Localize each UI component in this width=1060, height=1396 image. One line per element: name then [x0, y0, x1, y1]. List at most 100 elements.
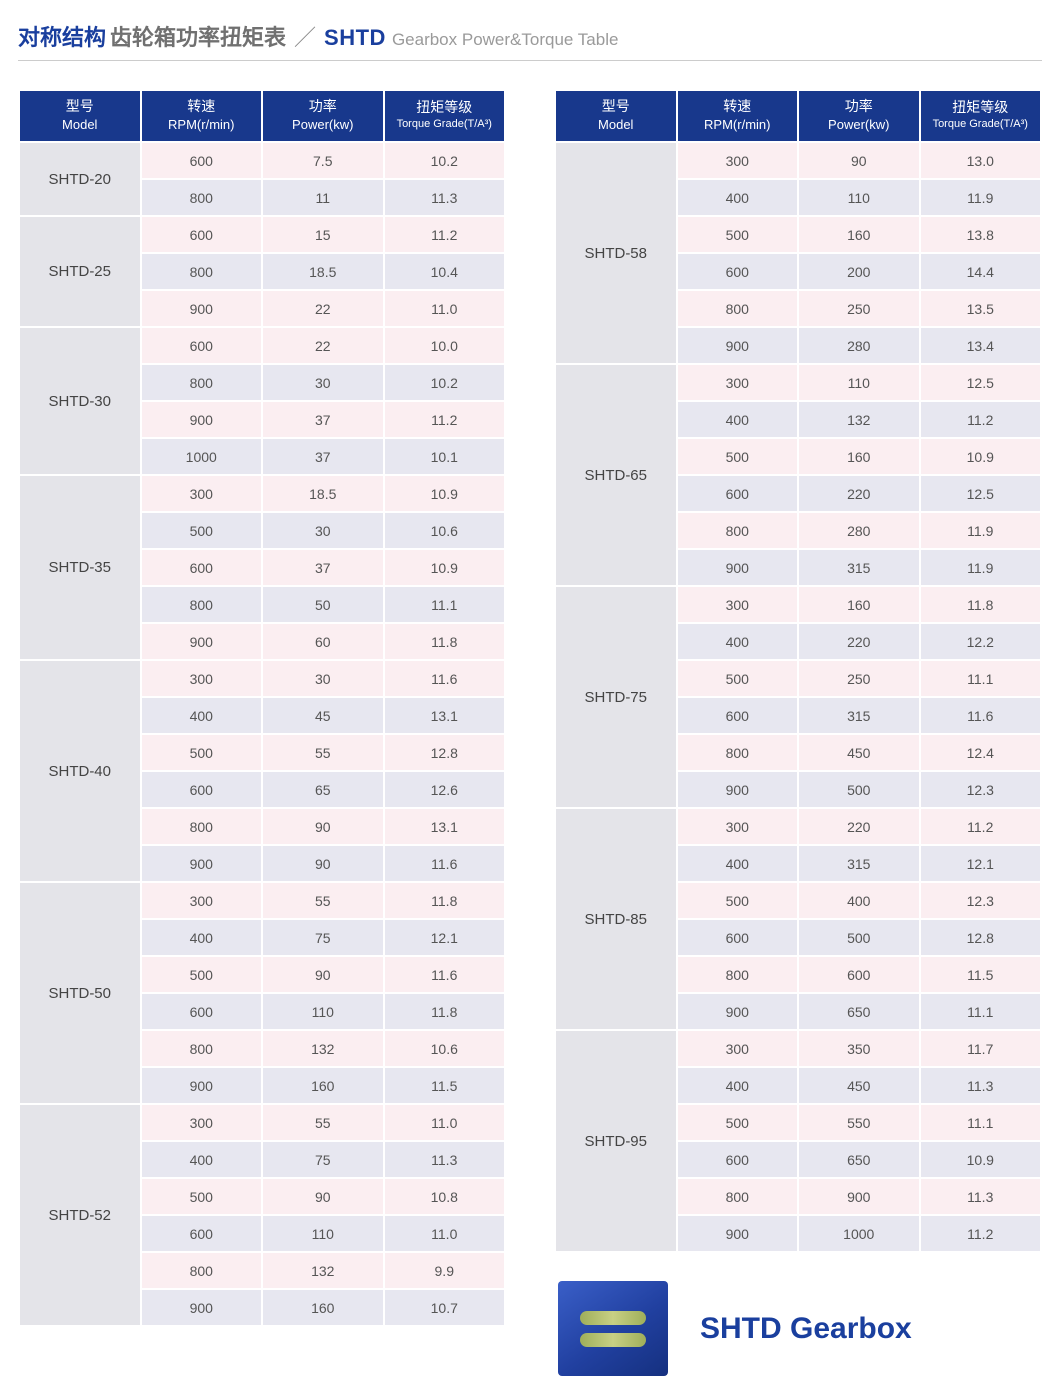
power-cell: 37 [263, 402, 383, 437]
table-row: SHTD-403003011.6 [20, 661, 504, 696]
rpm-cell: 400 [678, 1068, 798, 1103]
model-cell: SHTD-50 [20, 883, 140, 1103]
power-cell: 65 [263, 772, 383, 807]
torque-cell: 10.9 [921, 439, 1041, 474]
rpm-cell: 600 [142, 550, 262, 585]
torque-cell: 11.3 [921, 1179, 1041, 1214]
torque-cell: 11.9 [921, 180, 1041, 215]
torque-cell: 11.3 [385, 1142, 505, 1177]
rpm-cell: 500 [678, 217, 798, 252]
torque-cell: 10.6 [385, 1031, 505, 1066]
power-cell: 132 [263, 1253, 383, 1288]
power-cell: 50 [263, 587, 383, 622]
torque-cell: 9.9 [385, 1253, 505, 1288]
table-row: SHTD-306002210.0 [20, 328, 504, 363]
rpm-cell: 500 [142, 1179, 262, 1214]
model-cell: SHTD-25 [20, 217, 140, 326]
model-cell: SHTD-35 [20, 476, 140, 659]
power-cell: 75 [263, 920, 383, 955]
rpm-cell: 600 [142, 994, 262, 1029]
rpm-cell: 600 [142, 772, 262, 807]
power-cell: 160 [799, 439, 919, 474]
torque-cell: 11.5 [921, 957, 1041, 992]
power-cell: 60 [263, 624, 383, 659]
model-cell: SHTD-58 [556, 143, 676, 363]
power-cell: 160 [263, 1068, 383, 1103]
power-cell: 550 [799, 1105, 919, 1140]
torque-cell: 12.6 [385, 772, 505, 807]
gearbox-image [558, 1281, 668, 1376]
power-cell: 200 [799, 254, 919, 289]
power-cell: 1000 [799, 1216, 919, 1251]
torque-cell: 11.2 [921, 809, 1041, 844]
power-cell: 55 [263, 883, 383, 918]
rpm-cell: 600 [142, 1216, 262, 1251]
rpm-cell: 500 [142, 957, 262, 992]
power-cell: 30 [263, 513, 383, 548]
rpm-cell: 600 [678, 698, 798, 733]
torque-cell: 10.8 [385, 1179, 505, 1214]
power-cell: 55 [263, 735, 383, 770]
torque-cell: 10.6 [385, 513, 505, 548]
power-cell: 11 [263, 180, 383, 215]
model-cell: SHTD-75 [556, 587, 676, 807]
rpm-cell: 300 [142, 1105, 262, 1140]
power-cell: 900 [799, 1179, 919, 1214]
torque-cell: 11.3 [921, 1068, 1041, 1103]
power-cell: 110 [263, 1216, 383, 1251]
table-row: SHTD-7530016011.8 [556, 587, 1040, 622]
rpm-cell: 800 [678, 1179, 798, 1214]
torque-cell: 11.8 [385, 883, 505, 918]
rpm-cell: 600 [142, 143, 262, 178]
rpm-cell: 500 [678, 439, 798, 474]
power-cell: 600 [799, 957, 919, 992]
rpm-cell: 300 [142, 661, 262, 696]
torque-cell: 11.6 [385, 846, 505, 881]
col-model: 型号Model [556, 91, 676, 141]
power-cell: 315 [799, 550, 919, 585]
power-cell: 280 [799, 328, 919, 363]
title-en-gray: Gearbox Power&Torque Table [392, 30, 619, 50]
torque-cell: 11.6 [921, 698, 1041, 733]
table-row: SHTD-523005511.0 [20, 1105, 504, 1140]
rpm-cell: 900 [142, 624, 262, 659]
rpm-cell: 600 [142, 328, 262, 363]
torque-cell: 10.2 [385, 143, 505, 178]
power-cell: 90 [263, 846, 383, 881]
rpm-cell: 500 [678, 661, 798, 696]
power-cell: 450 [799, 735, 919, 770]
rpm-cell: 600 [678, 920, 798, 955]
torque-cell: 11.0 [385, 1216, 505, 1251]
rpm-cell: 800 [142, 1031, 262, 1066]
rpm-cell: 800 [142, 254, 262, 289]
model-cell: SHTD-65 [556, 365, 676, 585]
torque-cell: 11.2 [921, 402, 1041, 437]
rpm-cell: 900 [142, 291, 262, 326]
power-cell: 315 [799, 698, 919, 733]
model-cell: SHTD-20 [20, 143, 140, 215]
table-row: SHTD-206007.510.2 [20, 143, 504, 178]
rpm-cell: 800 [142, 587, 262, 622]
torque-cell: 11.9 [921, 513, 1041, 548]
rpm-cell: 500 [678, 883, 798, 918]
col-power: 功率Power(kw) [799, 91, 919, 141]
power-cell: 500 [799, 772, 919, 807]
rpm-cell: 600 [142, 217, 262, 252]
torque-cell: 12.5 [921, 476, 1041, 511]
torque-cell: 11.8 [921, 587, 1041, 622]
rpm-cell: 800 [142, 180, 262, 215]
torque-cell: 13.4 [921, 328, 1041, 363]
title-cn-blue: 对称结构 [18, 20, 106, 52]
power-cell: 110 [799, 365, 919, 400]
power-cell: 30 [263, 661, 383, 696]
rpm-cell: 300 [678, 1031, 798, 1066]
power-cell: 350 [799, 1031, 919, 1066]
rpm-cell: 500 [142, 735, 262, 770]
torque-cell: 13.8 [921, 217, 1041, 252]
table-row: SHTD-9530035011.7 [556, 1031, 1040, 1066]
rpm-cell: 600 [678, 254, 798, 289]
rpm-cell: 800 [142, 1253, 262, 1288]
model-cell: SHTD-30 [20, 328, 140, 474]
torque-cell: 11.1 [921, 1105, 1041, 1140]
table-row: SHTD-8530022011.2 [556, 809, 1040, 844]
